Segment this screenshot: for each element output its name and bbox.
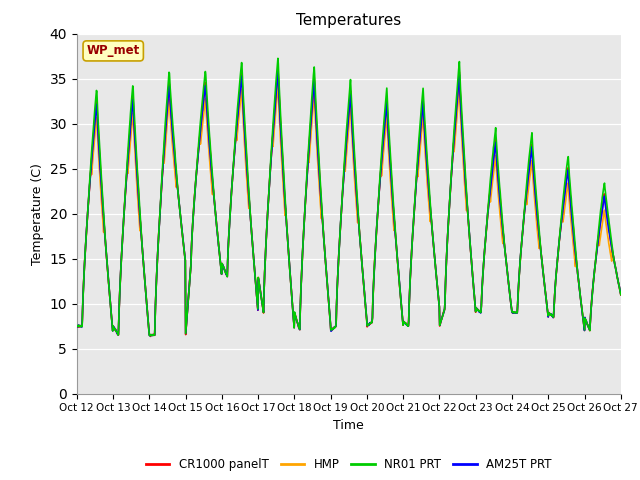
Legend: CR1000 panelT, HMP, NR01 PRT, AM25T PRT: CR1000 panelT, HMP, NR01 PRT, AM25T PRT xyxy=(141,454,556,476)
X-axis label: Time: Time xyxy=(333,419,364,432)
Y-axis label: Temperature (C): Temperature (C) xyxy=(31,163,44,264)
Text: WP_met: WP_met xyxy=(86,44,140,58)
Title: Temperatures: Temperatures xyxy=(296,13,401,28)
